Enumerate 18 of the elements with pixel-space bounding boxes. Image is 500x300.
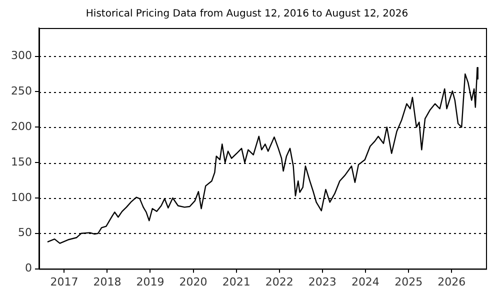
x-tick-label: 2022 xyxy=(265,275,294,288)
x-tick-label: 2025 xyxy=(394,275,423,288)
y-tick-label: 150 xyxy=(10,155,32,168)
x-tick-label: 2026 xyxy=(438,275,466,288)
x-tick-label: 2021 xyxy=(222,275,250,288)
x-tick-label: 2020 xyxy=(179,275,208,288)
x-tick-label: 2019 xyxy=(136,275,164,288)
y-tick-label: 0 xyxy=(24,262,32,275)
y-tick-label: 300 xyxy=(10,49,32,62)
x-tick-label: 2017 xyxy=(50,275,78,288)
x-tick-label: 2023 xyxy=(308,275,336,288)
y-tick-label: 250 xyxy=(10,84,32,98)
y-tick-label: 100 xyxy=(10,190,32,204)
y-tick-label: 50 xyxy=(18,226,32,240)
x-tick-label: 2018 xyxy=(93,275,122,288)
x-tick-label: 2024 xyxy=(351,275,380,288)
chart-title: Historical Pricing Data from August 12, 2016 to August 12, 2026 xyxy=(86,8,408,20)
y-tick-label: 200 xyxy=(10,120,32,134)
